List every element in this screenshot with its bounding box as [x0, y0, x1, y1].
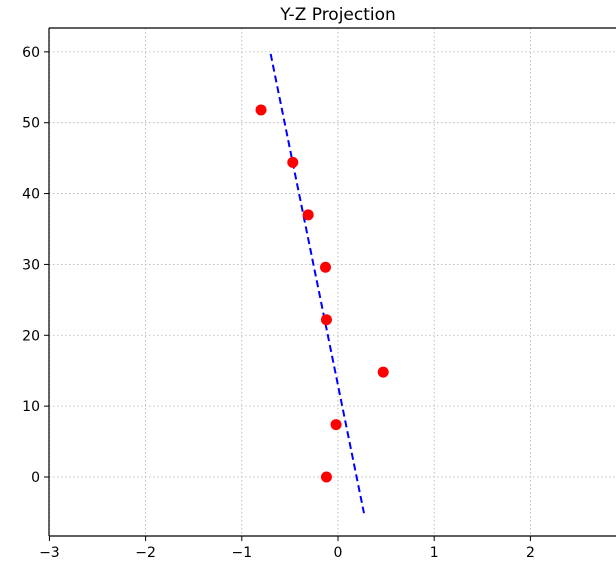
data-point — [330, 419, 342, 431]
x-tick-label: 2 — [526, 545, 535, 561]
data-point — [320, 471, 332, 483]
y-tick-label: 10 — [22, 399, 40, 415]
y-tick-label: 0 — [31, 470, 40, 486]
data-point — [287, 156, 299, 168]
x-tick-label: 0 — [334, 545, 343, 561]
data-point — [320, 314, 332, 326]
y-tick-label: 20 — [22, 328, 40, 344]
y-tick-label: 40 — [22, 187, 40, 203]
y-tick-label: 30 — [22, 257, 40, 273]
plot-frame — [48, 27, 616, 537]
ticks — [44, 51, 531, 541]
y-tick-label: 50 — [22, 116, 40, 132]
y-tick-label: 60 — [22, 45, 40, 61]
x-tick-label: −1 — [231, 545, 252, 561]
trend-line — [269, 53, 365, 514]
chart-title: Y-Z Projection — [279, 5, 396, 25]
data-point — [255, 104, 267, 116]
x-tick-label: 1 — [430, 545, 439, 561]
x-tick-label: −3 — [39, 545, 60, 561]
data-point — [319, 261, 331, 273]
data-point — [377, 366, 389, 378]
series-layer — [255, 53, 389, 514]
grid — [49, 28, 616, 536]
data-point — [302, 209, 314, 221]
x-tick-label: −2 — [135, 545, 156, 561]
